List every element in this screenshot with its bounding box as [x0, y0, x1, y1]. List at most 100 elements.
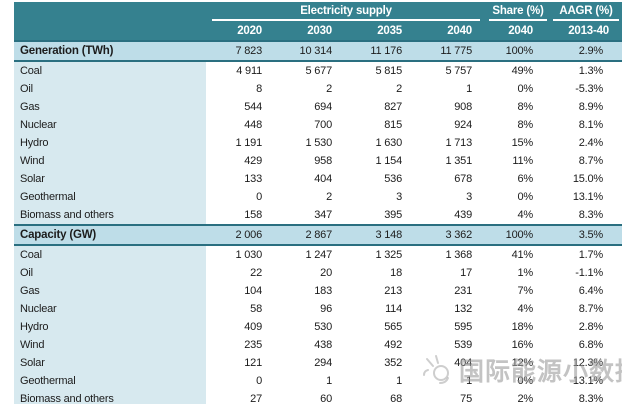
cell-aagr-2013-40: 8.3% — [550, 206, 622, 225]
cell-2030: 2 — [276, 80, 346, 98]
row-label: Oil — [14, 80, 206, 98]
cell-2040: 17 — [416, 264, 487, 282]
cell-2040: 3 — [416, 188, 487, 206]
table-body: Generation (TWh) 7 823 10 314 11 176 11 … — [14, 40, 622, 404]
cell-2030: 1 — [276, 372, 346, 390]
table-row: Biomass and others 27 60 68 75 2% 8.3% — [14, 390, 622, 404]
cell-2030: 10 314 — [276, 40, 346, 62]
cell-2035: 815 — [346, 116, 416, 134]
cell-share-2040: 0% — [486, 188, 551, 206]
cell-2030: 700 — [276, 116, 346, 134]
cell-aagr-2013-40: 8.9% — [550, 98, 622, 116]
col-header-2040: 2040 — [416, 21, 487, 41]
cell-2020: 235 — [206, 336, 276, 354]
table-header: Electricity supply Share (%) AAGR (%) 20… — [14, 2, 622, 41]
cell-2035: 5 815 — [346, 61, 416, 80]
row-label: Wind — [14, 336, 206, 354]
cell-2035: 2 — [346, 80, 416, 98]
cell-2035: 213 — [346, 282, 416, 300]
cell-share-2040: 2% — [486, 390, 551, 404]
cell-share-2040: 8% — [486, 116, 551, 134]
cell-2040: 1 368 — [416, 245, 487, 264]
cell-2035: 3 148 — [346, 224, 416, 246]
cell-2020: 2 006 — [206, 224, 276, 246]
cell-2030: 404 — [276, 170, 346, 188]
cell-aagr-2013-40: 13.1% — [550, 372, 622, 390]
cell-aagr-2013-40: 8.7% — [550, 300, 622, 318]
cell-2040: 908 — [416, 98, 487, 116]
cell-2035: 1 — [346, 372, 416, 390]
table-row: Gas 104 183 213 231 7% 6.4% — [14, 282, 622, 300]
cell-share-2040: 4% — [486, 206, 551, 225]
cell-aagr-2013-40: 6.8% — [550, 336, 622, 354]
cell-2030: 2 867 — [276, 224, 346, 246]
cell-2040: 439 — [416, 206, 487, 225]
cell-2030: 1 530 — [276, 134, 346, 152]
row-label: Nuclear — [14, 300, 206, 318]
cell-2040: 1 — [416, 372, 487, 390]
cell-2035: 827 — [346, 98, 416, 116]
row-label: Coal — [14, 245, 206, 264]
cell-aagr-2013-40: 13.1% — [550, 188, 622, 206]
cell-2030: 347 — [276, 206, 346, 225]
cell-aagr-2013-40: 2.9% — [550, 40, 622, 62]
cell-2040: 1 — [416, 80, 487, 98]
row-label: Solar — [14, 170, 206, 188]
group-header-row: Electricity supply Share (%) AAGR (%) — [14, 2, 622, 21]
table-row: Capacity (GW) 2 006 2 867 3 148 3 362 10… — [14, 224, 622, 246]
row-label: Nuclear — [14, 116, 206, 134]
cell-2035: 11 176 — [346, 40, 416, 62]
cell-2040: 404 — [416, 354, 487, 372]
cell-share-2040: 7% — [486, 282, 551, 300]
cell-share-2040: 0% — [486, 80, 551, 98]
cell-2020: 133 — [206, 170, 276, 188]
cell-share-2040: 4% — [486, 300, 551, 318]
cell-aagr-2013-40: 6.4% — [550, 282, 622, 300]
cell-2040: 5 757 — [416, 61, 487, 80]
table-row: Hydro 1 191 1 530 1 630 1 713 15% 2.4% — [14, 134, 622, 152]
cell-2040: 132 — [416, 300, 487, 318]
table-row: Nuclear 448 700 815 924 8% 8.1% — [14, 116, 622, 134]
cell-2020: 8 — [206, 80, 276, 98]
cell-2030: 2 — [276, 188, 346, 206]
cell-2040: 1 713 — [416, 134, 487, 152]
cell-2030: 1 247 — [276, 245, 346, 264]
cell-2020: 0 — [206, 188, 276, 206]
cell-share-2040: 100% — [486, 40, 551, 62]
cell-share-2040: 18% — [486, 318, 551, 336]
cell-2020: 4 911 — [206, 61, 276, 80]
cell-share-2040: 49% — [486, 61, 551, 80]
cell-aagr-2013-40: 2.4% — [550, 134, 622, 152]
cell-2030: 20 — [276, 264, 346, 282]
cell-2035: 536 — [346, 170, 416, 188]
cell-aagr-2013-40: 8.3% — [550, 390, 622, 404]
col-header-aagr-2013-40: 2013-40 — [550, 21, 622, 41]
row-label: Solar — [14, 354, 206, 372]
cell-share-2040: 11% — [486, 152, 551, 170]
cell-2040: 678 — [416, 170, 487, 188]
col-header-2035: 2035 — [346, 21, 416, 41]
col-header-share-2040: 2040 — [486, 21, 551, 41]
cell-2020: 121 — [206, 354, 276, 372]
cell-2020: 1 191 — [206, 134, 276, 152]
cell-aagr-2013-40: -5.3% — [550, 80, 622, 98]
cell-2020: 0 — [206, 372, 276, 390]
row-label: Generation (TWh) — [14, 40, 206, 62]
cell-2020: 27 — [206, 390, 276, 404]
cell-2020: 158 — [206, 206, 276, 225]
cell-2030: 60 — [276, 390, 346, 404]
cell-share-2040: 12% — [486, 354, 551, 372]
electricity-supply-group-header: Electricity supply — [206, 2, 487, 21]
cell-share-2040: 41% — [486, 245, 551, 264]
row-label: Geothermal — [14, 372, 206, 390]
cell-2040: 539 — [416, 336, 487, 354]
table-row: Coal 1 030 1 247 1 325 1 368 41% 1.7% — [14, 245, 622, 264]
corner-cell — [14, 2, 206, 21]
electricity-supply-table: Electricity supply Share (%) AAGR (%) 20… — [14, 2, 622, 404]
cell-2030: 183 — [276, 282, 346, 300]
cell-2035: 68 — [346, 390, 416, 404]
cell-2035: 565 — [346, 318, 416, 336]
table-row: Hydro 409 530 565 595 18% 2.8% — [14, 318, 622, 336]
cell-share-2040: 16% — [486, 336, 551, 354]
cell-2020: 22 — [206, 264, 276, 282]
